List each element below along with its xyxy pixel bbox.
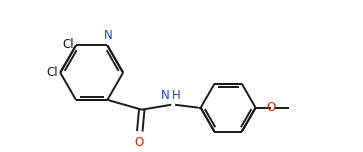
- Text: O: O: [267, 101, 276, 114]
- Text: H: H: [172, 89, 181, 102]
- Text: N: N: [160, 89, 169, 102]
- Text: O: O: [134, 136, 143, 149]
- Text: Cl: Cl: [62, 38, 74, 51]
- Text: N: N: [104, 29, 113, 43]
- Text: Cl: Cl: [47, 66, 58, 79]
